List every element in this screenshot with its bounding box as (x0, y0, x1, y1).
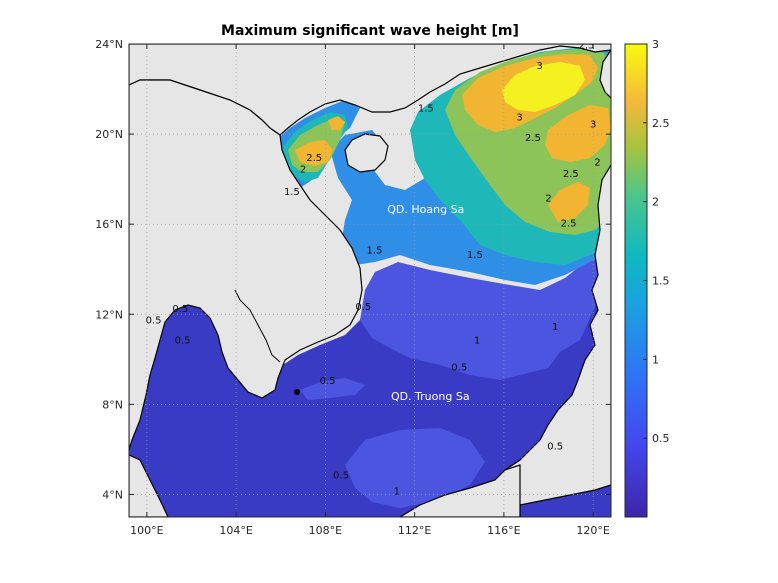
colorbar-tick-label: 1.5 (652, 275, 670, 288)
colorbar-tick-label: 2 (652, 196, 659, 209)
y-tick-label: 12°N (95, 308, 123, 321)
contour-label: 0.5 (172, 304, 188, 315)
coastline-indochina (129, 79, 363, 451)
colorbar-tick-label: 0.5 (652, 432, 670, 445)
contour-label: 1 (394, 486, 400, 497)
x-axis: 100°E 104°E 108°E 112°E 116°E 120°E (130, 44, 610, 537)
contour-label: 0.5 (320, 376, 336, 387)
y-tick-label: 8°N (102, 398, 123, 411)
place-labels: QD. Hoang Sa QD. Truong Sa (387, 203, 469, 403)
colorbar-tick-label: 3 (652, 38, 659, 51)
contour-label: 0.5 (451, 363, 467, 374)
region-level-3-0 (502, 62, 585, 112)
contour-label: 2 (594, 158, 600, 169)
contour-label: 3 (536, 61, 542, 72)
contour-label: 2.5 (563, 169, 579, 180)
region-level-2-75-south (548, 182, 590, 222)
coastline-luzon (494, 163, 611, 506)
y-axis: 4°N 8°N 12°N 16°N 20°N 24°N (95, 38, 611, 501)
contour-label: 2.5 (561, 218, 577, 229)
coastline-taiwan (599, 48, 611, 99)
contour-label: 0.5 (333, 471, 349, 482)
region-level-2-75-east (545, 105, 611, 162)
region-level-1-0-west (300, 378, 365, 400)
x-tick-label: 100°E (130, 524, 163, 537)
contour-label: 2.5 (525, 133, 541, 144)
mekong-river (234, 289, 281, 363)
coastline-malay-sumatra (129, 454, 169, 517)
island-marker (294, 389, 300, 395)
y-tick-label: 4°N (102, 488, 123, 501)
contour-label: 1.5 (284, 187, 300, 198)
gridlines (129, 44, 611, 517)
contour-label: 2 (545, 194, 551, 205)
hainan-island (344, 133, 389, 173)
region-level-2-75-tonkin (295, 140, 333, 166)
x-tick-label: 104°E (219, 524, 252, 537)
plot-frame (128, 43, 612, 518)
contour-label: 0.5 (175, 336, 191, 347)
contour-label: 1.5 (367, 245, 383, 256)
contour-label: 3 (516, 113, 522, 124)
region-level-2-75-tonkin-north (328, 116, 345, 130)
contour-label: 2.5 (579, 41, 595, 52)
x-tick-label: 108°E (309, 524, 342, 537)
contour-label: 3 (590, 119, 596, 130)
x-tick-label: 120°E (576, 524, 609, 537)
y-tick-label: 20°N (95, 128, 123, 141)
contour-label: 1.5 (467, 250, 483, 261)
contour-label: 1 (474, 336, 480, 347)
contour-label: 0.5 (146, 315, 162, 326)
colorbar-tick-label: 1 (652, 353, 659, 366)
contour-label: 1.5 (418, 104, 434, 115)
contour-label: 0.5 (547, 441, 563, 452)
place-label: QD. Truong Sa (391, 390, 470, 403)
region-level-1-0-south (345, 428, 485, 508)
chart-title: Maximum significant wave height [m] (221, 23, 519, 39)
colorbar-ticks: 0.5 1 1.5 2 2.5 3 (643, 38, 670, 445)
contour-label: 1 (552, 322, 558, 333)
place-label: QD. Hoang Sa (387, 203, 464, 216)
coastline-borneo (398, 464, 521, 517)
y-tick-label: 24°N (95, 38, 123, 51)
contour-label: 2.5 (306, 153, 322, 164)
x-tick-label: 112°E (398, 524, 431, 537)
y-tick-label: 16°N (95, 218, 123, 231)
contour-label: 0.5 (355, 302, 371, 313)
contour-label: 2 (300, 164, 306, 175)
x-tick-label: 116°E (487, 524, 520, 537)
colorbar-tick-label: 2.5 (652, 117, 670, 130)
